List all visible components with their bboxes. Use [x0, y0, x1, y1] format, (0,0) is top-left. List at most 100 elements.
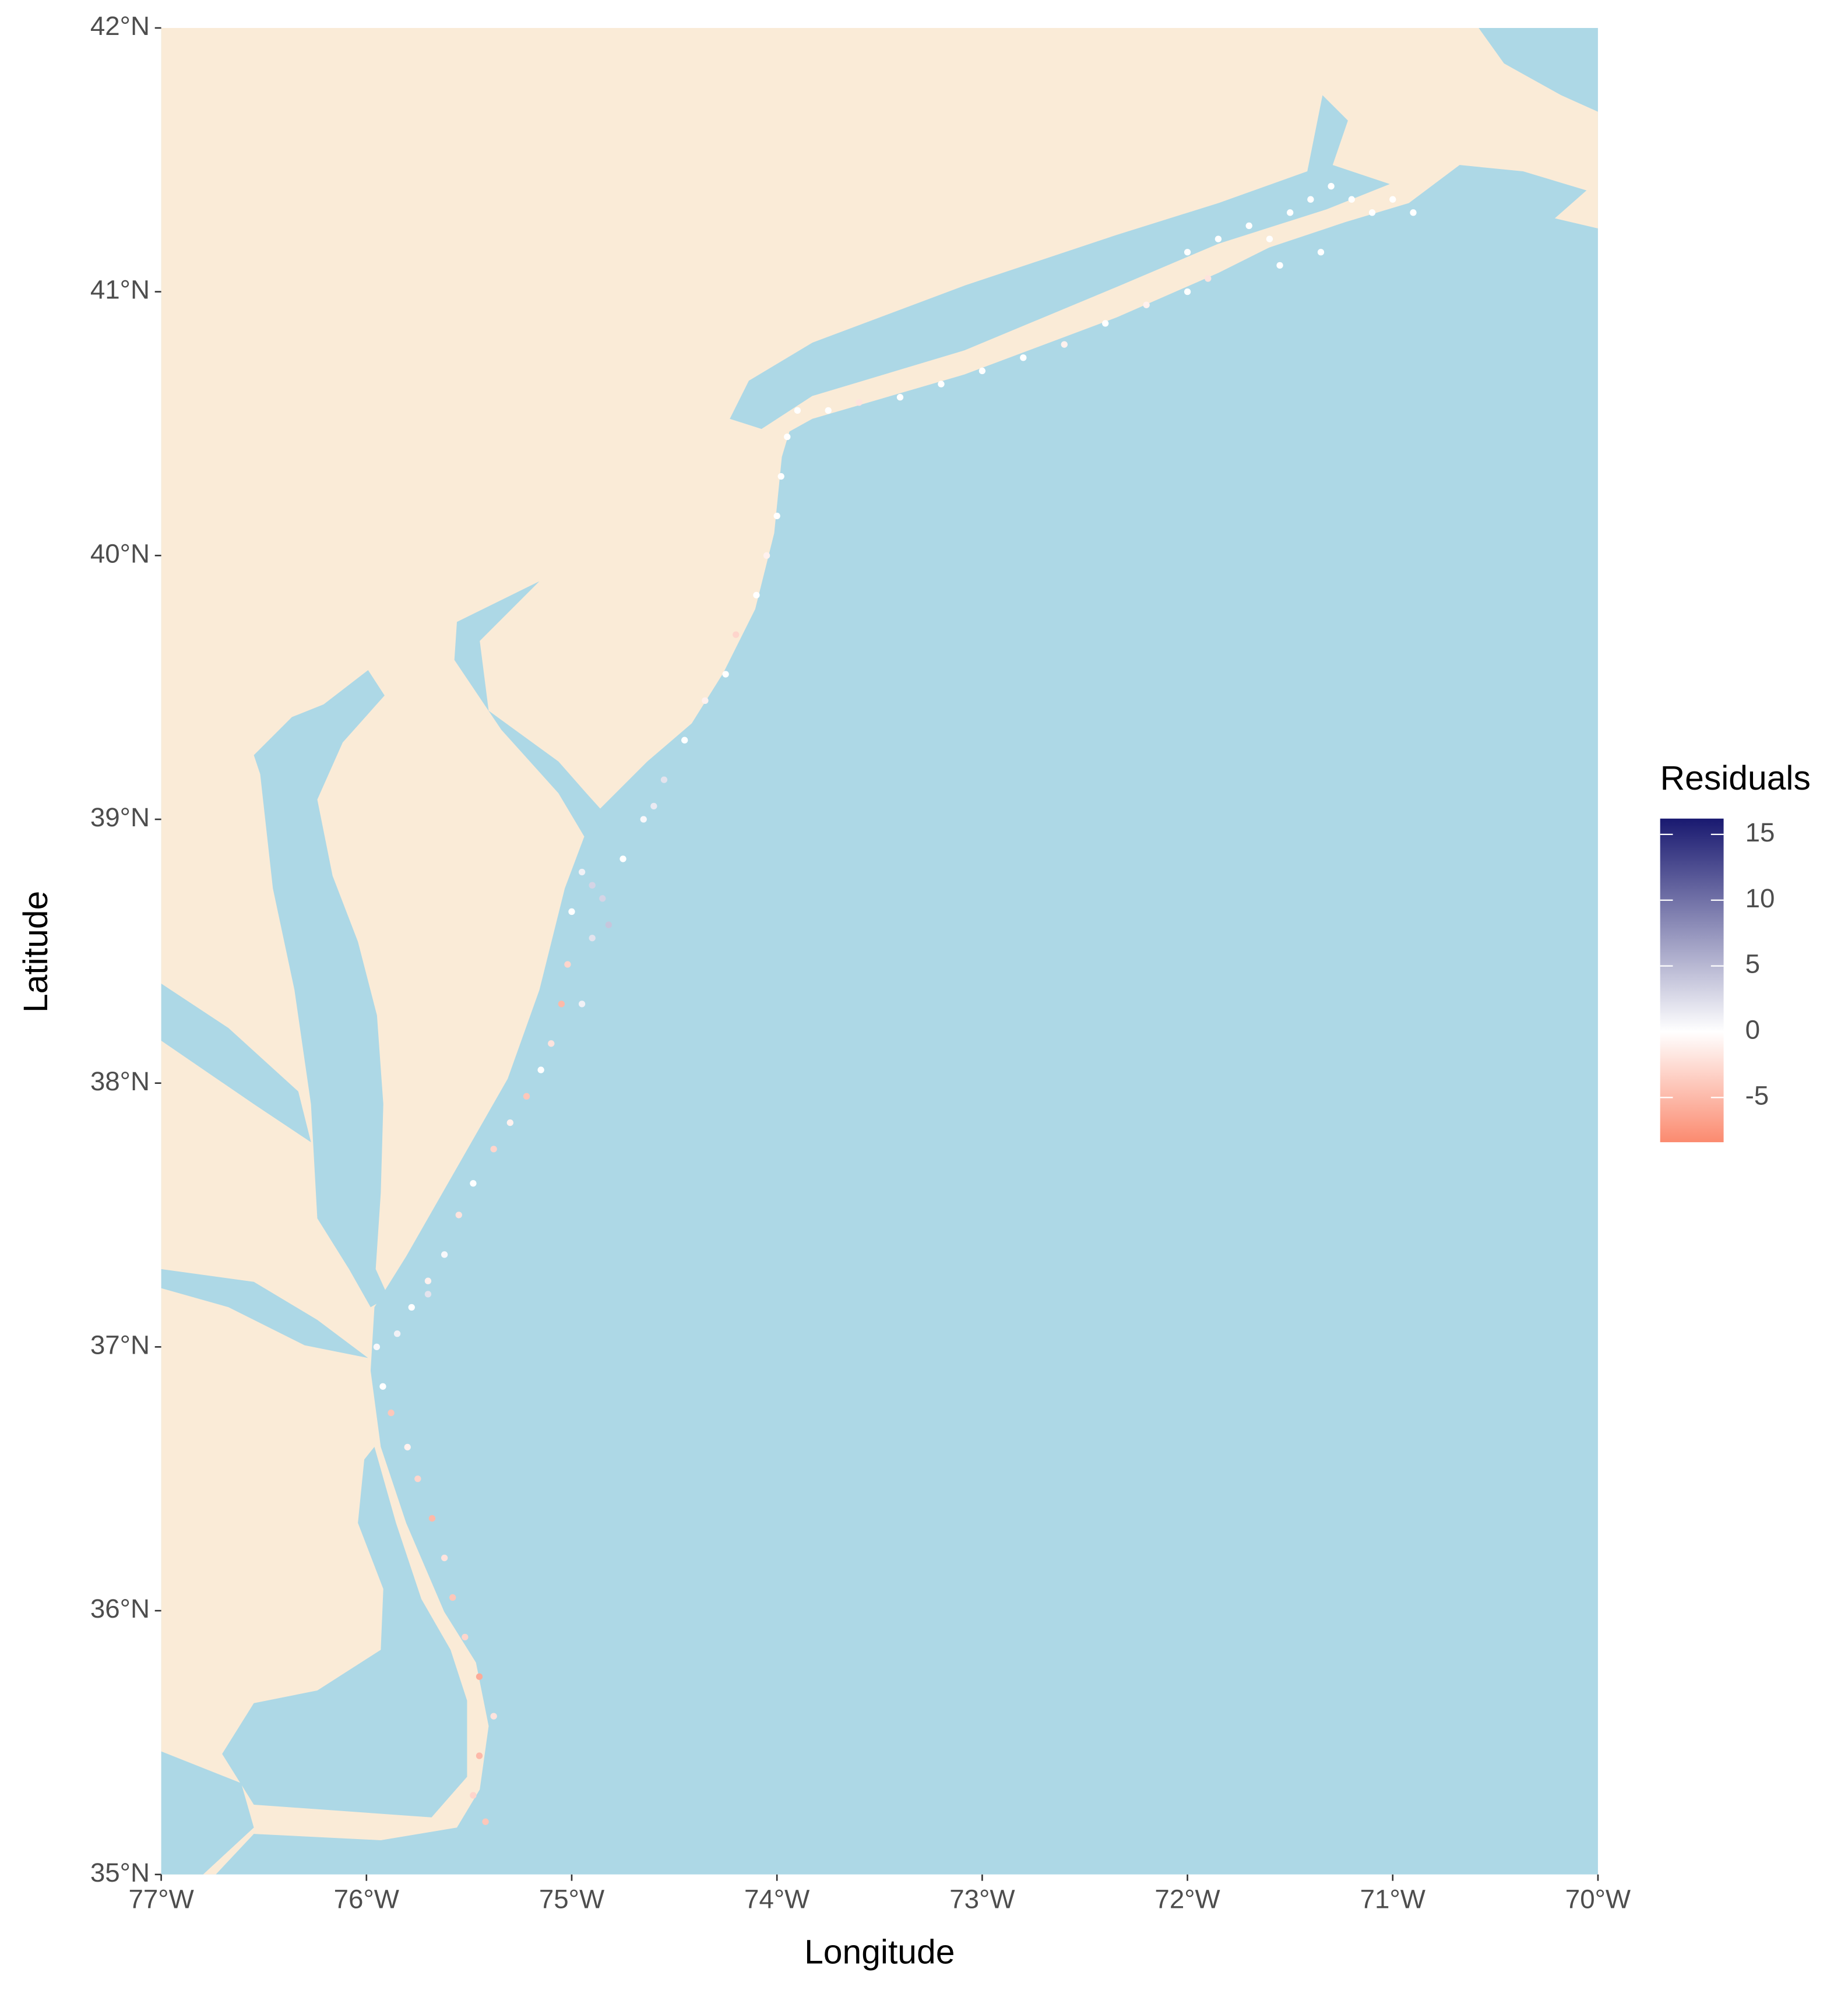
- axes: 77°W 76°W 75°W 74°W 73°W 72°W 71°W 70°W 35°N 36°N…: [90, 11, 1631, 1914]
- basemap: [161, 27, 1598, 1875]
- legend-title: Residuals: [1660, 759, 1811, 797]
- point: [1184, 249, 1191, 256]
- point: [379, 1383, 386, 1390]
- point: [424, 1291, 432, 1298]
- x-tick-label: 70°W: [1565, 1885, 1631, 1914]
- point: [619, 855, 626, 862]
- point: [605, 921, 613, 928]
- point: [476, 1752, 483, 1759]
- point: [825, 407, 832, 414]
- point: [681, 737, 688, 744]
- point: [640, 816, 647, 823]
- x-tick-label: 77°W: [128, 1885, 193, 1914]
- x-tick-label: 72°W: [1154, 1885, 1220, 1914]
- point: [794, 407, 801, 414]
- y-tick-label: 37°N: [90, 1330, 150, 1359]
- point: [1102, 320, 1109, 327]
- y-tick-label: 41°N: [90, 275, 150, 305]
- colorbar-label: 5: [1745, 949, 1760, 979]
- point: [404, 1443, 411, 1451]
- point: [506, 1119, 513, 1126]
- point: [441, 1554, 448, 1562]
- point: [408, 1304, 415, 1311]
- point: [784, 433, 791, 441]
- colorbar: [1660, 818, 1724, 1143]
- point: [1287, 209, 1294, 216]
- y-axis-title: Latitude: [17, 891, 55, 1013]
- y-tick-label: 38°N: [90, 1066, 150, 1096]
- x-axis-title: Longitude: [804, 1933, 955, 1971]
- point: [470, 1792, 477, 1799]
- point: [589, 935, 596, 942]
- point: [558, 1001, 565, 1008]
- point: [1205, 275, 1212, 282]
- point: [424, 1277, 432, 1284]
- point: [753, 591, 760, 598]
- point: [1348, 196, 1355, 203]
- point: [490, 1713, 497, 1720]
- point: [537, 1066, 544, 1073]
- x-tick-label: 71°W: [1360, 1885, 1425, 1914]
- point: [568, 908, 575, 915]
- point: [938, 381, 945, 388]
- point: [1307, 196, 1314, 203]
- point: [1410, 209, 1417, 216]
- point: [462, 1633, 469, 1641]
- point: [455, 1211, 462, 1218]
- y-tick-label: 39°N: [90, 802, 150, 832]
- rappahannock-river: [161, 1269, 368, 1358]
- x-tick-label: 73°W: [949, 1885, 1015, 1914]
- point: [1061, 341, 1068, 348]
- point: [978, 367, 986, 375]
- point: [763, 552, 770, 559]
- point: [777, 473, 784, 480]
- point: [702, 697, 709, 704]
- point: [548, 1040, 555, 1047]
- point: [1389, 196, 1396, 203]
- y-tick-label: 42°N: [90, 11, 150, 41]
- point: [1266, 235, 1273, 242]
- points-layer: [373, 182, 1417, 1825]
- point: [373, 1343, 381, 1351]
- point: [589, 882, 596, 889]
- point: [578, 868, 586, 876]
- point: [773, 512, 780, 520]
- y-tick-label: 36°N: [90, 1594, 150, 1623]
- colorbar-label: 0: [1745, 1015, 1760, 1045]
- long-island-sound: [730, 95, 1390, 429]
- point: [733, 631, 740, 638]
- chesapeake-bay: [254, 670, 389, 1308]
- point: [441, 1251, 448, 1258]
- potomac-river: [161, 983, 311, 1143]
- point: [490, 1146, 497, 1153]
- point: [1276, 262, 1283, 269]
- y-tick-label: 35°N: [90, 1858, 150, 1887]
- point: [482, 1818, 489, 1825]
- point: [896, 394, 904, 401]
- point: [1184, 288, 1191, 295]
- sound-inlet: [161, 1751, 254, 1875]
- point: [1143, 301, 1150, 308]
- point: [470, 1180, 477, 1187]
- point: [660, 776, 668, 783]
- y-tick-label: 40°N: [90, 538, 150, 568]
- legend: 15 10 5 0 -5: [1660, 818, 1775, 1143]
- point: [476, 1673, 483, 1680]
- point: [1245, 222, 1252, 230]
- x-tick-label: 75°W: [539, 1885, 604, 1914]
- point: [428, 1514, 436, 1522]
- point: [1328, 182, 1335, 190]
- point: [564, 961, 571, 968]
- point: [650, 802, 657, 810]
- delaware-bay: [454, 581, 610, 840]
- pamlico-sound: [222, 1446, 467, 1818]
- colorbar-label: -5: [1745, 1080, 1769, 1110]
- point: [1020, 354, 1027, 361]
- point: [1215, 235, 1222, 242]
- x-tick-label: 74°W: [744, 1885, 809, 1914]
- point: [449, 1594, 456, 1601]
- point: [414, 1475, 421, 1482]
- land: [161, 27, 1598, 1875]
